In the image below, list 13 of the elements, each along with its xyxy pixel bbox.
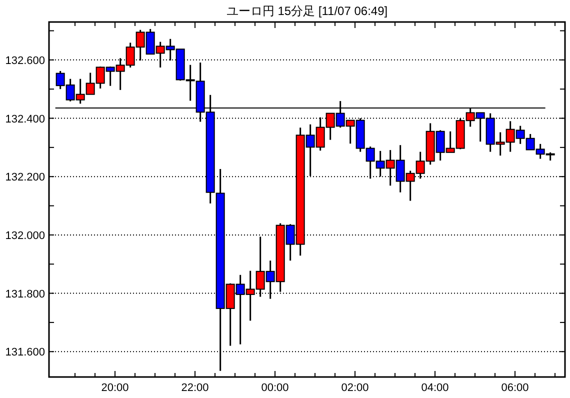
y-tick-label: 132.200 bbox=[5, 172, 45, 184]
x-tick-label: 20:00 bbox=[101, 382, 129, 394]
x-tick-label: 04:00 bbox=[421, 382, 449, 394]
x-tick-label: 00:00 bbox=[261, 382, 289, 394]
y-tick-label: 132.000 bbox=[5, 230, 45, 242]
y-tick-label: 132.600 bbox=[5, 54, 45, 67]
x-tick-label: 22:00 bbox=[181, 382, 209, 394]
chart-title: ユーロ円 15分足 [11/07 06:49] bbox=[226, 4, 388, 18]
y-tick-label: 131.800 bbox=[5, 288, 45, 300]
y-tick-label: 131.600 bbox=[5, 346, 45, 359]
x-tick-label: 02:00 bbox=[341, 382, 369, 394]
y-tick-label: 132.400 bbox=[5, 113, 45, 126]
x-tick-label: 06:00 bbox=[501, 382, 529, 394]
